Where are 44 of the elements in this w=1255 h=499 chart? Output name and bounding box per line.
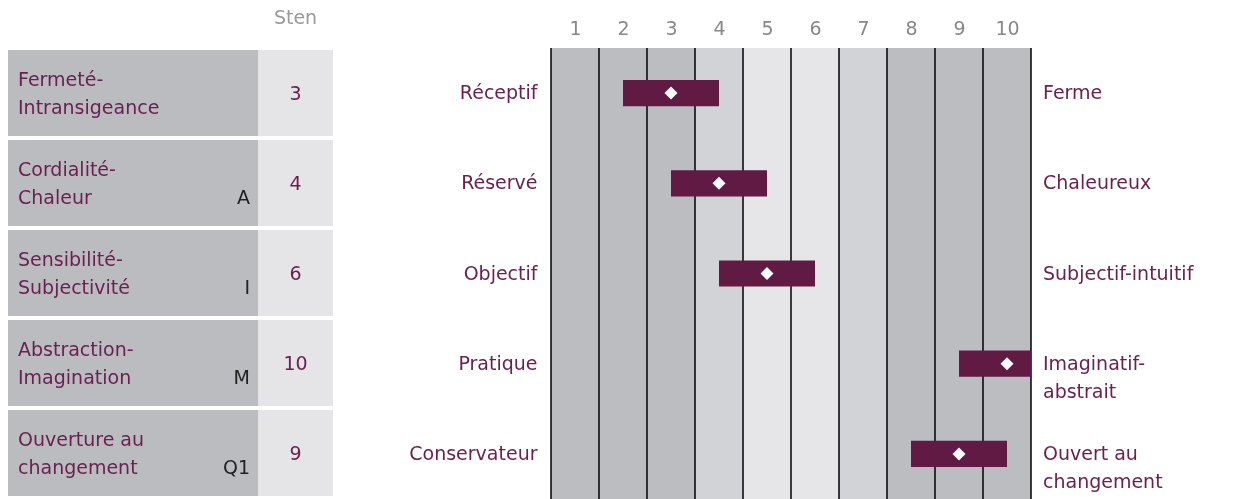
text: Imaginatif-abstrait (1043, 351, 1146, 402)
text: I (244, 276, 250, 298)
data-label: 9 (258, 410, 333, 496)
bar (623, 80, 719, 107)
text: Chaleureux (1043, 171, 1152, 194)
point (952, 447, 966, 461)
point (712, 176, 726, 190)
x-tick-label: 1 (569, 16, 582, 39)
x-tick-label: 9 (953, 16, 966, 39)
x-tick-label: 5 (761, 16, 774, 39)
category-label: Fermeté-Intransigeance (8, 50, 258, 136)
y-tick-label: Objectif (463, 261, 539, 284)
category-label: Cordialité-Chaleur (18, 158, 116, 208)
point (664, 86, 678, 100)
category-label: Ouverture au changement (18, 428, 145, 478)
y-tick-label: Conservateur (409, 441, 538, 464)
data-label: 4 (258, 140, 333, 226)
text: M (233, 366, 250, 388)
text: Sten (272, 6, 319, 28)
point (1000, 357, 1014, 371)
point (760, 266, 774, 281)
x-tick-label: 2 (617, 16, 630, 39)
text: Ouvert au changement (1043, 441, 1163, 492)
text: Q1 (222, 456, 250, 478)
category-label: Sensibilité-Subjectivité (18, 248, 130, 298)
text: Subjectif-intuitif (1043, 261, 1195, 284)
y-tick-label: Réceptif (459, 81, 539, 104)
x-tick-label: 10 (995, 16, 1020, 39)
y-tick-label: Pratique (458, 351, 538, 374)
category-label: Abstraction-Imagination (18, 338, 134, 388)
bar (719, 260, 815, 287)
x-tick-label: 8 (905, 16, 918, 39)
x-tick-label: 4 (713, 16, 726, 39)
data-label: 10 (258, 320, 333, 406)
x-tick-label: 6 (809, 16, 822, 39)
y-tick-label: Réservé (461, 171, 538, 194)
data-label: 6 (258, 230, 333, 316)
text: A (237, 186, 250, 208)
bar (959, 350, 1031, 377)
bar (911, 440, 1007, 467)
x-tick-label: 3 (665, 16, 678, 39)
bar (671, 170, 767, 197)
x-tick-label: 7 (857, 16, 870, 39)
text: Ferme (1043, 81, 1103, 104)
